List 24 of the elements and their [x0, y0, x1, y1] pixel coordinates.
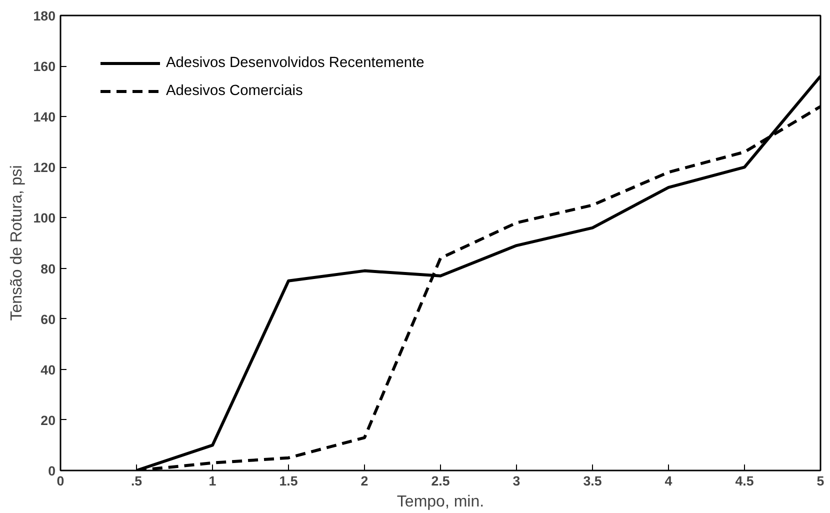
y-tick-label: 60 — [40, 312, 56, 327]
x-axis-title: Tempo, min. — [396, 494, 484, 510]
y-tick-label: 100 — [33, 210, 56, 226]
y-tick-label: 20 — [40, 412, 56, 428]
x-tick-label: 4 — [664, 474, 673, 488]
x-tick-label: 1 — [208, 474, 217, 488]
y-tick-label: 120 — [33, 160, 56, 176]
y-tick-label: 140 — [33, 110, 56, 125]
y-tick-label: 80 — [40, 261, 56, 276]
x-tick-label: 5 — [816, 474, 825, 488]
y-axis-title: Tensão de Rotura, psi — [8, 165, 26, 321]
x-tick-label: 1.5 — [279, 474, 298, 488]
y-tick-label: 160 — [33, 59, 56, 74]
y-tick-label: 40 — [40, 362, 56, 378]
x-tick-label: 3.5 — [583, 474, 602, 488]
x-tick-label: 2.5 — [431, 474, 450, 488]
legend-label: Adesivos Comerciais — [166, 83, 303, 99]
y-tick-label: 0 — [48, 464, 56, 478]
x-tick-label: 3 — [512, 474, 520, 488]
x-tick-label: 2 — [360, 474, 368, 488]
x-tick-label: .5 — [130, 474, 143, 488]
legend-label: Adesivos Desenvolvidos Recentemente — [166, 55, 424, 71]
x-tick-label: 4.5 — [735, 474, 754, 488]
y-tick-label: 180 — [33, 8, 56, 24]
